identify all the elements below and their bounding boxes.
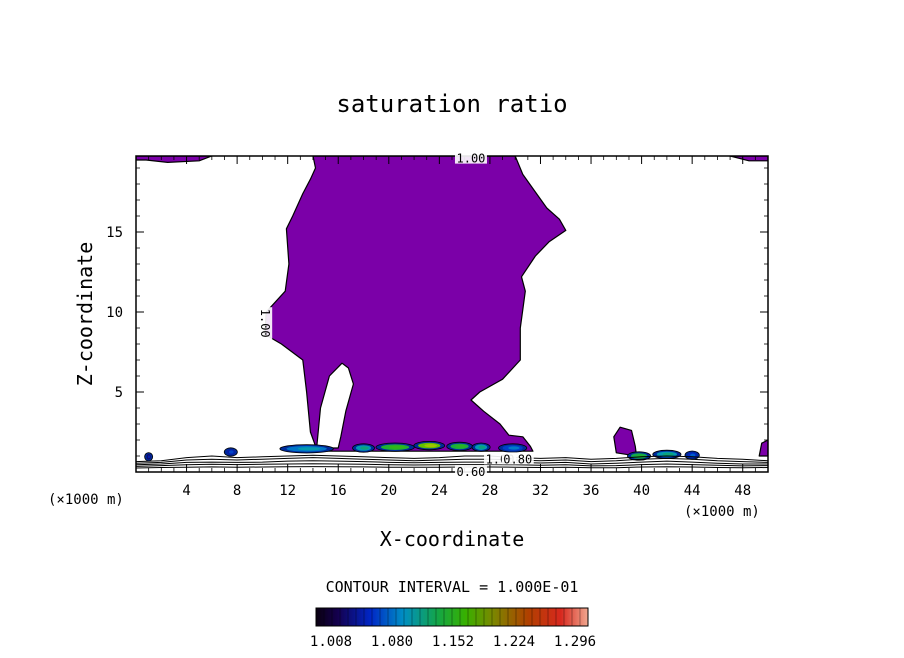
x-tick-label: 28: [481, 483, 498, 499]
y-tick-label: 10: [106, 305, 123, 321]
x-axis-label: X-coordinate: [380, 527, 525, 551]
colorbar: [315, 607, 589, 627]
x-tick-label: 36: [583, 483, 600, 499]
contour-label-1: 1.00: [258, 307, 273, 340]
x-tick-label: 16: [330, 483, 347, 499]
plot-area: [136, 156, 768, 472]
contour-interval-label: CONTOUR INTERVAL = 1.000E-01: [326, 578, 579, 596]
colorbar-labels: 1.008 1.080 1.152 1.224 1.296: [310, 634, 596, 650]
colorbar-segments: [323, 608, 581, 626]
surface-contours: [136, 454, 768, 469]
contour-line-0.6: [136, 466, 768, 469]
x-tick-label: 8: [233, 483, 241, 499]
high-spot-9: [684, 450, 700, 460]
contour-labels: 1.001.001.000.800.60: [258, 151, 534, 479]
region-clear-pocket: [316, 362, 354, 449]
contour-label-text: 1.00: [457, 152, 486, 166]
x-tick-label: 4: [182, 483, 190, 499]
y-tick-label: 5: [115, 385, 123, 401]
high-spot-10: [223, 447, 238, 457]
high-spot-5: [471, 442, 491, 452]
contour-line-0.8: [136, 460, 768, 466]
x-tick-label: 32: [532, 483, 549, 499]
x-axis-unit-right: (×1000 m): [684, 504, 760, 520]
contour-label-4: 0.60: [454, 465, 487, 479]
y-tick-label: 15: [106, 225, 123, 241]
x-tick-label: 12: [279, 483, 296, 499]
colorbar-label: 1.080: [371, 634, 413, 650]
contour-label-text: 0.80: [503, 452, 532, 466]
colorbar-label: 1.296: [554, 634, 596, 650]
high-spot-8: [652, 449, 682, 459]
x-tick-label: 40: [633, 483, 650, 499]
high-spot-0: [279, 444, 334, 454]
high-spot-11: [144, 452, 154, 462]
x-axis-unit-left: (×1000 m): [48, 492, 124, 508]
colorbar-label: 1.224: [493, 634, 535, 650]
colorbar-label: 1.152: [432, 634, 474, 650]
contour-line-0.7: [136, 463, 768, 467]
high-spot-2: [375, 442, 415, 452]
x-tick-label: 24: [431, 483, 448, 499]
high-spot-4: [446, 441, 473, 451]
contour-label-0: 1.00: [454, 151, 487, 166]
contour-label-3: 0.80: [501, 452, 534, 466]
x-tick-label: 44: [684, 483, 701, 499]
contour-line-1: [136, 454, 768, 463]
x-tick-label: 20: [380, 483, 397, 499]
high-spot-3: [413, 440, 446, 451]
colorbar-frame: [315, 607, 589, 627]
colorbar-label: 1.008: [310, 634, 352, 650]
y-axis-label: Z-coordinate: [73, 242, 97, 387]
x-tick-label: 48: [734, 483, 751, 499]
high-spot-6: [498, 443, 528, 453]
chart-title: saturation ratio: [336, 90, 567, 118]
contour-label-text: 0.60: [457, 465, 486, 479]
contour-label-text: 1.00: [258, 309, 272, 338]
high-spot-1: [352, 443, 375, 453]
contour-line-0.9: [136, 457, 768, 464]
